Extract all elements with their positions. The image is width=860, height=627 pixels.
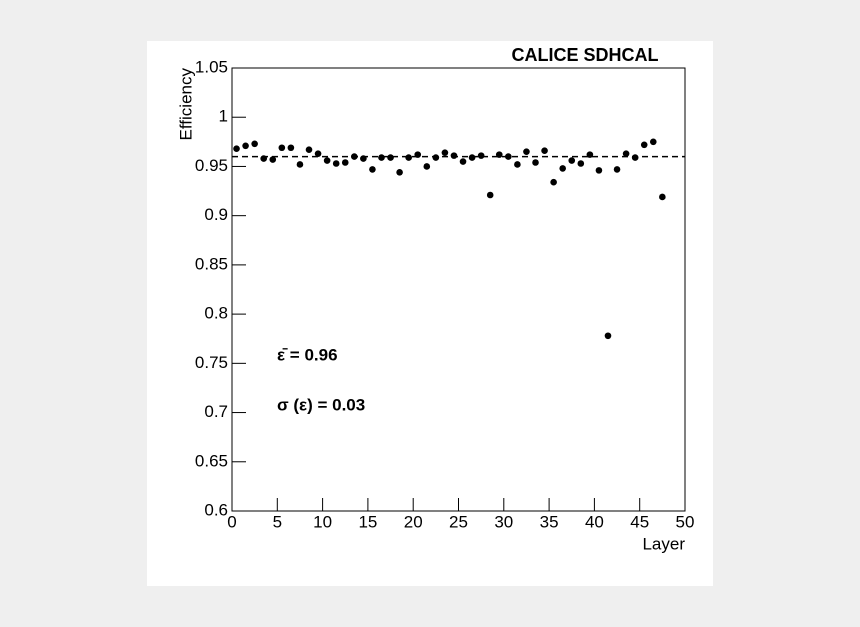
y-tick-label: 0.9	[204, 205, 228, 224]
point	[360, 155, 367, 162]
point	[332, 160, 340, 167]
point	[450, 152, 458, 159]
point	[550, 178, 557, 186]
point	[604, 332, 612, 340]
x-tick-label: 10	[313, 512, 332, 531]
point	[631, 154, 639, 161]
point	[477, 152, 485, 159]
point	[613, 166, 621, 173]
point	[260, 155, 268, 162]
point	[405, 154, 412, 161]
point	[387, 154, 394, 161]
y-tick-label: 0.8	[204, 304, 228, 323]
annotation: ε̄ = 0.96	[277, 345, 338, 364]
x-tick-label: 40	[585, 512, 604, 531]
point	[278, 144, 286, 152]
point	[640, 141, 648, 149]
point	[287, 144, 295, 152]
point	[233, 145, 240, 153]
x-tick-label: 15	[358, 512, 377, 531]
point	[486, 191, 494, 199]
point	[423, 163, 431, 170]
point	[441, 149, 449, 156]
point	[541, 147, 548, 154]
x-tick-label: 5	[273, 512, 282, 531]
y-tick-label: 1	[219, 107, 228, 126]
point	[505, 153, 512, 160]
point	[432, 154, 440, 161]
point	[514, 161, 521, 168]
chart-title: CALICE SDHCAL	[512, 45, 659, 65]
x-axis-label: Layer	[642, 534, 685, 553]
y-axis-label: Efficiency	[176, 68, 195, 141]
point	[468, 154, 476, 161]
panel	[147, 41, 713, 586]
point	[459, 158, 467, 165]
point	[659, 193, 666, 201]
x-tick-label: 25	[449, 512, 468, 531]
y-tick-label: 0.65	[195, 451, 228, 470]
point	[296, 161, 304, 168]
point	[396, 169, 403, 176]
point	[559, 165, 566, 172]
point	[323, 157, 331, 164]
y-tick-label: 0.85	[195, 254, 228, 273]
x-tick-label: 20	[404, 512, 423, 531]
x-tick-label: 0	[227, 512, 236, 531]
point	[314, 150, 322, 157]
annotation: σ (ε) = 0.03	[277, 395, 365, 414]
point	[351, 153, 358, 160]
y-tick-label: 0.6	[204, 500, 228, 519]
point	[586, 151, 594, 158]
point	[378, 154, 385, 161]
x-tick-label: 50	[676, 512, 695, 531]
point	[649, 138, 657, 146]
point	[242, 142, 249, 150]
y-tick-label: 1.05	[195, 57, 228, 76]
point	[595, 167, 603, 174]
point	[532, 159, 539, 166]
point	[622, 150, 630, 157]
point	[495, 151, 503, 158]
point	[251, 140, 258, 148]
x-tick-label: 35	[540, 512, 559, 531]
x-tick-label: 30	[494, 512, 513, 531]
y-tick-label: 0.95	[195, 156, 228, 175]
point	[577, 160, 585, 167]
point	[341, 159, 349, 166]
y-tick-label: 0.75	[195, 353, 228, 372]
point	[305, 146, 313, 154]
point	[369, 166, 376, 173]
point	[414, 151, 422, 158]
point	[269, 156, 277, 163]
y-tick-label: 0.7	[204, 402, 228, 421]
point	[568, 157, 576, 164]
x-tick-label: 45	[630, 512, 649, 531]
point	[523, 148, 530, 155]
